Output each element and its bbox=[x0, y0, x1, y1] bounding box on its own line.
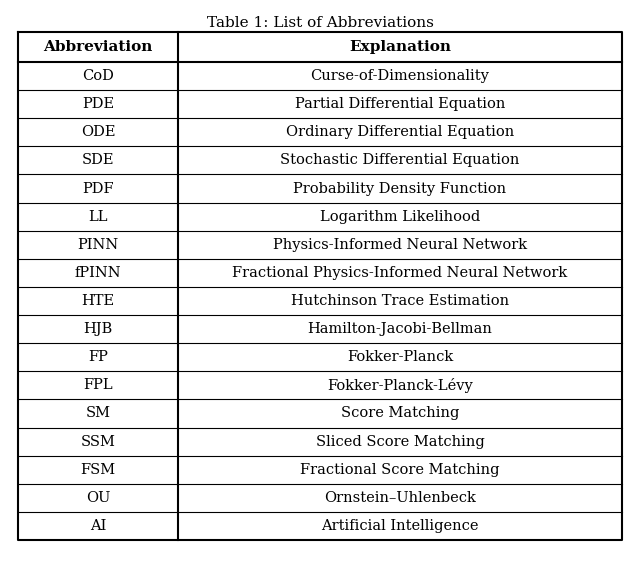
Text: Ordinary Differential Equation: Ordinary Differential Equation bbox=[286, 126, 514, 139]
Text: Hamilton-Jacobi-Bellman: Hamilton-Jacobi-Bellman bbox=[308, 322, 492, 336]
Text: Curse-of-Dimensionality: Curse-of-Dimensionality bbox=[310, 69, 490, 83]
Text: SSM: SSM bbox=[81, 435, 115, 449]
Text: Fokker-Planck: Fokker-Planck bbox=[347, 350, 453, 364]
Text: PDF: PDF bbox=[82, 182, 114, 195]
Text: Partial Differential Equation: Partial Differential Equation bbox=[295, 97, 505, 111]
Text: Fokker-Planck-Lévy: Fokker-Planck-Lévy bbox=[327, 378, 473, 393]
Text: Fractional Physics-Informed Neural Network: Fractional Physics-Informed Neural Netwo… bbox=[232, 266, 568, 280]
Text: PINN: PINN bbox=[77, 238, 118, 252]
Text: Score Matching: Score Matching bbox=[341, 407, 459, 420]
Text: Logarithm Likelihood: Logarithm Likelihood bbox=[320, 210, 480, 224]
Text: Stochastic Differential Equation: Stochastic Differential Equation bbox=[280, 153, 520, 168]
Text: SDE: SDE bbox=[82, 153, 115, 168]
Text: Physics-Informed Neural Network: Physics-Informed Neural Network bbox=[273, 238, 527, 252]
Text: AI: AI bbox=[90, 519, 106, 533]
Text: LL: LL bbox=[88, 210, 108, 224]
Text: CoD: CoD bbox=[82, 69, 114, 83]
Text: FPL: FPL bbox=[83, 378, 113, 392]
Text: Hutchinson Trace Estimation: Hutchinson Trace Estimation bbox=[291, 294, 509, 308]
Text: ODE: ODE bbox=[81, 126, 115, 139]
Text: HJB: HJB bbox=[83, 322, 113, 336]
Text: Ornstein–Uhlenbeck: Ornstein–Uhlenbeck bbox=[324, 491, 476, 505]
Text: Artificial Intelligence: Artificial Intelligence bbox=[321, 519, 479, 533]
Text: FP: FP bbox=[88, 350, 108, 364]
Text: Table 1: List of Abbreviations: Table 1: List of Abbreviations bbox=[207, 16, 433, 30]
Text: PDE: PDE bbox=[82, 97, 114, 111]
Text: Fractional Score Matching: Fractional Score Matching bbox=[300, 463, 500, 477]
Text: OU: OU bbox=[86, 491, 110, 505]
Text: FSM: FSM bbox=[81, 463, 116, 477]
Text: SM: SM bbox=[86, 407, 111, 420]
Text: fPINN: fPINN bbox=[75, 266, 122, 280]
Text: Abbreviation: Abbreviation bbox=[44, 40, 153, 54]
Text: HTE: HTE bbox=[81, 294, 115, 308]
Text: Sliced Score Matching: Sliced Score Matching bbox=[316, 435, 484, 449]
Text: Probability Density Function: Probability Density Function bbox=[293, 182, 507, 195]
Text: Explanation: Explanation bbox=[349, 40, 451, 54]
